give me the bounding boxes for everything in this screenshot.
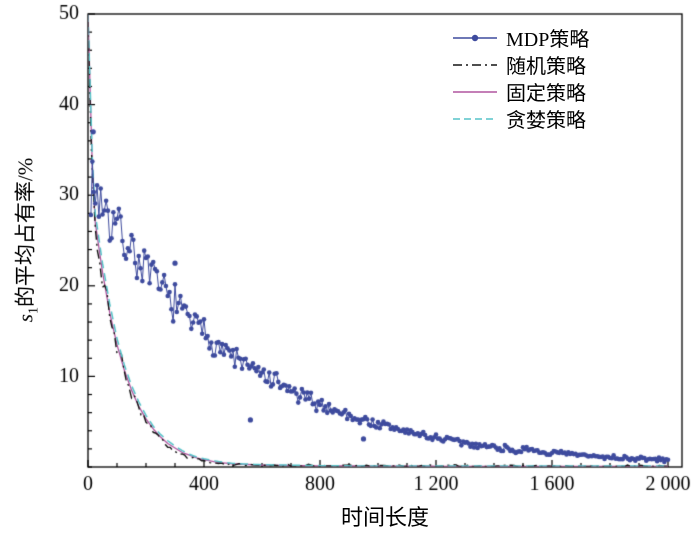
legend-item-greedy: 贪婪策略 <box>452 105 589 132</box>
mdp-line-sample-icon <box>453 34 497 41</box>
solid-line-sample-icon <box>453 90 497 93</box>
legend-label-mdp: MDP策略 <box>506 29 590 51</box>
x-axis-title: 时间长度 <box>340 505 430 530</box>
y-axis-title: s1的平均占有率/% <box>9 158 42 323</box>
y-axis-subscript: 1 <box>26 307 42 315</box>
legend-label-greedy: 贪婪策略 <box>506 110 586 132</box>
legend-label-random: 随机策略 <box>506 56 586 78</box>
legend-item-random: 随机策略 <box>452 51 589 78</box>
legend-item-fixed: 固定策略 <box>452 78 589 105</box>
dashdot-line-sample-icon <box>453 63 497 66</box>
legend-label-fixed: 固定策略 <box>506 83 586 105</box>
y-axis-title-text: 的平均占有率/% <box>13 157 38 308</box>
legend-item-mdp: MDP策略 <box>452 24 589 51</box>
dashed-line-sample-icon <box>453 117 497 120</box>
legend: MDP策略 随机策略 固定策略 贪婪策略 <box>452 24 589 132</box>
y-axis-variable: s <box>13 314 38 323</box>
